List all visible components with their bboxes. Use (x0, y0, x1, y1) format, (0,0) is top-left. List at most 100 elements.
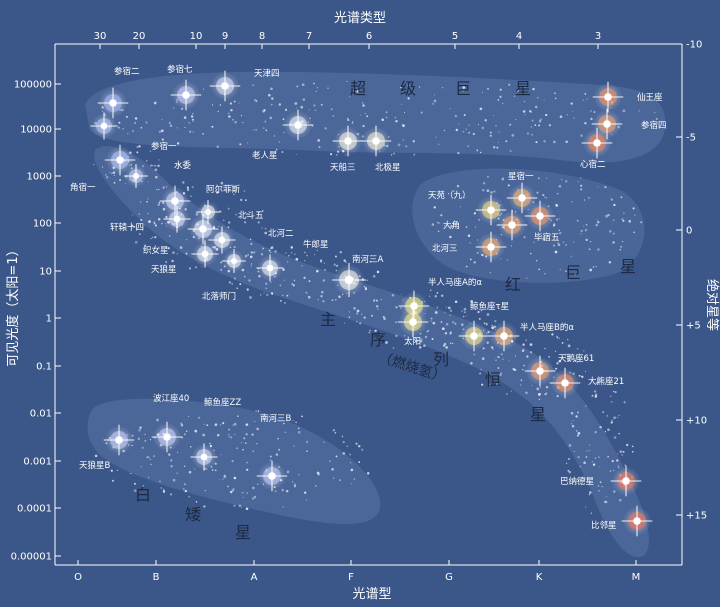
speckle (269, 116, 273, 120)
star-label: 角宿一 (70, 182, 96, 193)
speckle (573, 450, 575, 453)
speckle (559, 115, 563, 119)
speckle (305, 499, 307, 501)
star-core (409, 318, 417, 326)
speckle (185, 239, 188, 241)
speckle (574, 273, 577, 276)
speckle (583, 461, 586, 465)
speckle (223, 475, 227, 479)
star-core (116, 156, 124, 164)
speckle (576, 411, 580, 414)
speckle (105, 174, 107, 176)
speckle (565, 270, 567, 272)
speckle (305, 291, 308, 294)
speckle (157, 188, 160, 191)
speckle (464, 196, 466, 198)
speckle (330, 108, 333, 111)
speckle (576, 219, 579, 222)
speckle (227, 112, 230, 115)
speckle (348, 316, 351, 318)
star-label: 南河三A (352, 254, 384, 265)
speckle (595, 382, 598, 385)
speckle (481, 126, 485, 130)
speckle (559, 268, 561, 271)
speckle (209, 442, 211, 445)
speckle (250, 251, 253, 254)
speckle (373, 299, 376, 302)
speckle (499, 372, 502, 375)
speckle (577, 478, 579, 480)
speckle (447, 306, 451, 310)
speckle (497, 141, 499, 143)
speckle (274, 490, 277, 493)
speckle (153, 101, 157, 105)
speckle (220, 268, 223, 271)
speckle (231, 283, 233, 285)
speckle (156, 188, 158, 191)
speckle (284, 431, 286, 433)
speckle (203, 423, 205, 425)
speckle (342, 452, 346, 455)
speckle (285, 252, 287, 254)
speckle (382, 315, 385, 319)
speckle (375, 305, 379, 308)
speckle (147, 181, 149, 183)
speckle (283, 279, 285, 281)
speckle (474, 226, 477, 228)
speckle (335, 154, 338, 156)
speckle (567, 265, 569, 267)
speckle (153, 222, 156, 225)
speckle (203, 88, 205, 90)
supergiant-char-4: 星 (515, 79, 531, 98)
speckle (618, 414, 620, 416)
speckle (478, 317, 481, 320)
speckle (105, 176, 109, 179)
speckle (167, 247, 170, 250)
speckle (145, 121, 148, 124)
speckle (303, 491, 307, 495)
speckle (443, 129, 446, 132)
star-label: 大角 (443, 220, 460, 231)
speckle (521, 349, 525, 352)
speckle (364, 112, 366, 115)
speckle (479, 372, 482, 375)
speckle (467, 234, 471, 238)
speckle (438, 143, 440, 146)
speckle (260, 294, 262, 296)
speckle (467, 145, 469, 147)
speckle (250, 242, 253, 246)
red-giant-char-2: 巨 (565, 263, 581, 282)
speckle (567, 469, 570, 472)
speckle (481, 357, 485, 360)
speckle (155, 175, 158, 179)
speckle (528, 109, 532, 113)
speckle (293, 280, 296, 282)
star (496, 209, 528, 241)
speckle (447, 193, 450, 195)
speckle (531, 119, 534, 122)
speckle (148, 220, 151, 223)
speckle (487, 176, 489, 178)
star-label: 天鹅座61 (558, 353, 594, 364)
speckle (132, 214, 134, 216)
speckle (349, 462, 352, 464)
left-tick-label: 100000 (14, 80, 52, 91)
speckle (533, 241, 535, 243)
speckle (111, 172, 113, 174)
speckle (280, 300, 282, 302)
speckle (368, 331, 371, 334)
speckle (268, 249, 271, 252)
speckle (525, 339, 528, 342)
speckle (495, 125, 497, 127)
speckle (263, 292, 265, 294)
speckle (591, 482, 593, 484)
speckle (513, 95, 516, 97)
speckle (564, 353, 567, 356)
speckle (192, 120, 194, 122)
speckle (189, 445, 192, 448)
speckle (498, 131, 500, 133)
speckle (262, 210, 264, 212)
speckle (588, 444, 591, 446)
speckle (552, 244, 556, 247)
